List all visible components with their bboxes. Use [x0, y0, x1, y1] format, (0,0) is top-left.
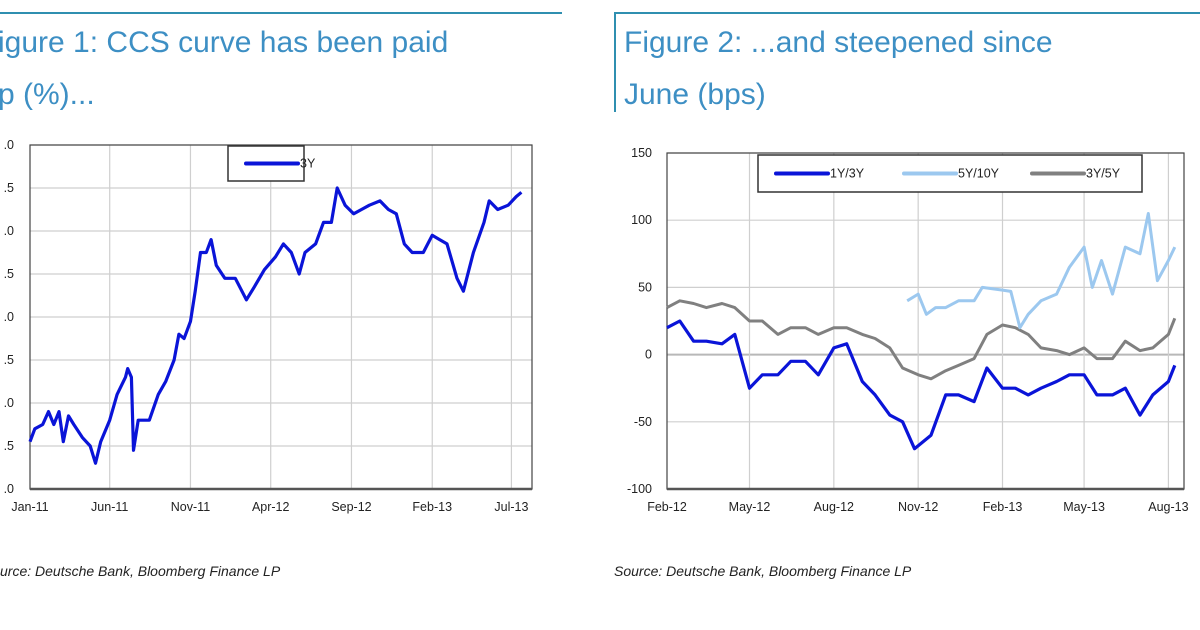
y-tick-label: .0 — [4, 396, 14, 410]
figure1-top-rule — [0, 12, 562, 14]
series-line-3y — [28, 186, 523, 465]
y-tick-label: 100 — [631, 213, 652, 227]
y-tick-label: .5 — [4, 181, 14, 195]
x-tick-label: Nov-12 — [898, 500, 938, 514]
x-tick-label: Sep-12 — [331, 500, 371, 514]
y-tick-label: .0 — [4, 482, 14, 496]
x-tick-label: May-12 — [729, 500, 771, 514]
legend: 3Y — [227, 145, 316, 182]
legend-label: 3Y — [300, 157, 316, 171]
figure2-title-line2: June (bps) — [624, 78, 766, 111]
x-tick-label: Aug-12 — [814, 500, 854, 514]
y-tick-label: 150 — [631, 146, 652, 160]
legend-label: 1Y/3Y — [830, 167, 865, 181]
x-tick-label: Jan-11 — [11, 500, 48, 514]
x-tick-label: Jun-11 — [91, 500, 128, 514]
y-tick-label: .0 — [4, 138, 14, 152]
chart-1: .0 .5 .0 .5 .0 .5 .0 .5 .0 Jan-11 Jun-11 Nov-11 Apr-… — [4, 138, 533, 514]
figure1-title-line2: p (%)... — [0, 78, 95, 111]
series-line-1y-3y — [666, 319, 1177, 451]
x-tick-label: Aug-13 — [1148, 500, 1188, 514]
figure2-title-line1: Figure 2: ...and steepened since — [624, 26, 1053, 59]
x-tick-label: May-13 — [1063, 500, 1105, 514]
x-tick-label: Feb-13 — [983, 500, 1023, 514]
series-line-3y-5y — [666, 299, 1177, 381]
chart-2: -100 -50 0 50 100 150 Feb-12 May-12 Aug-12 Nov-12… — [627, 146, 1189, 514]
x-tick-label: Feb-12 — [647, 500, 687, 514]
y-tick-label: .0 — [4, 224, 14, 238]
series-line-5y-10y — [906, 212, 1177, 330]
figure1-source: urce: Deutsche Bank, Bloomberg Finance L… — [0, 563, 281, 579]
figure2-side-rule — [614, 12, 616, 112]
figure1-title-line1: igure 1: CCS curve has been paid — [0, 26, 449, 59]
x-tick-label: Jul-13 — [494, 500, 528, 514]
figure2-top-rule — [614, 12, 1200, 14]
y-tick-label: 50 — [638, 280, 652, 294]
figure2-source: Source: Deutsche Bank, Bloomberg Finance… — [614, 563, 912, 579]
x-tick-label: Feb-13 — [412, 500, 452, 514]
y-tick-label: -50 — [634, 415, 652, 429]
y-tick-label: -100 — [627, 482, 652, 496]
legend-label: 5Y/10Y — [958, 167, 1000, 181]
y-tick-label: .5 — [4, 439, 14, 453]
legend: 1Y/3Y 5Y/10Y 3Y/5Y — [757, 154, 1143, 193]
legend-label: 3Y/5Y — [1086, 167, 1121, 181]
x-tick-label: Nov-11 — [171, 500, 210, 514]
y-tick-label: 0 — [645, 348, 652, 362]
y-tick-label: .0 — [4, 310, 14, 324]
y-tick-label: .5 — [4, 353, 14, 367]
x-tick-label: Apr-12 — [252, 500, 290, 514]
y-tick-label: .5 — [4, 267, 14, 281]
